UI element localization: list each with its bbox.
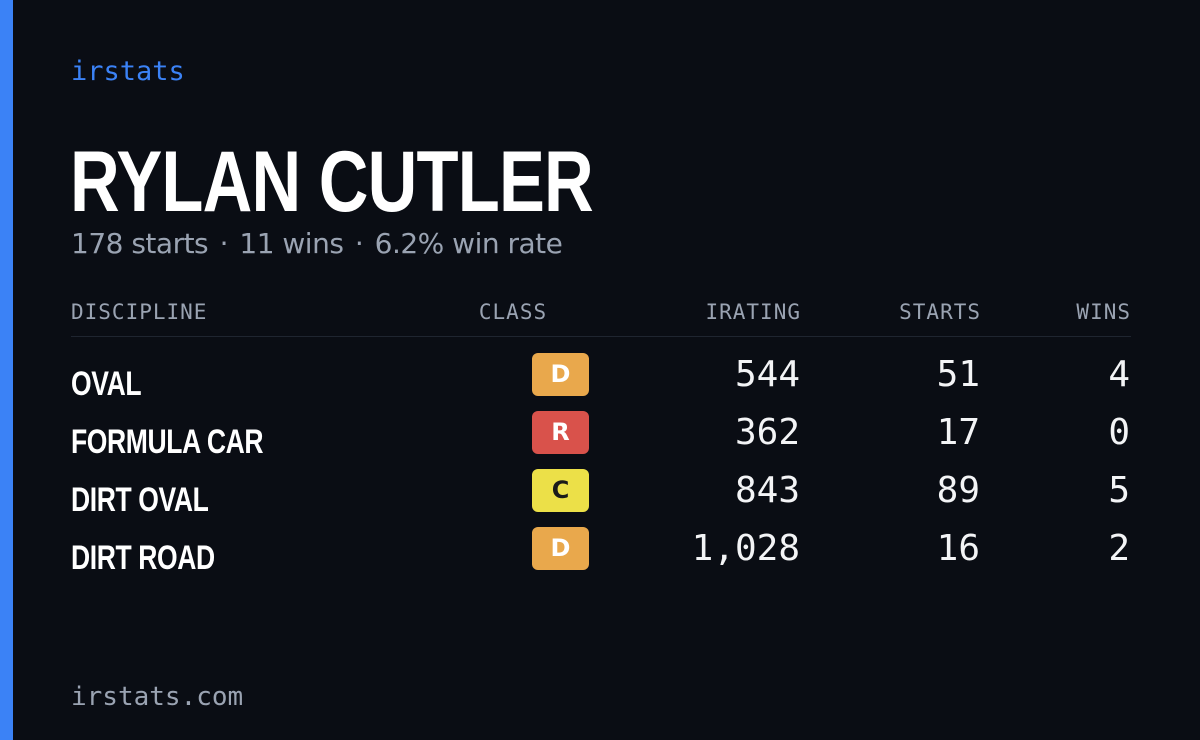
wins-value: 0 [1108, 412, 1130, 453]
discipline-table: DISCIPLINE CLASS IRATING STARTS WINS OVA… [71, 296, 1131, 585]
discipline-name: FORMULA CAR [71, 423, 264, 461]
license-class-badge: D [532, 353, 589, 396]
irating-value: 1,028 [691, 528, 800, 569]
table-row: OVAL D 544 51 4 [71, 353, 1131, 411]
license-class-badge: R [532, 411, 589, 454]
accent-bar [0, 0, 13, 740]
summary-separator: · [354, 227, 364, 260]
irating-value: 544 [734, 354, 800, 395]
starts-value: 89 [936, 470, 980, 511]
header-discipline: DISCIPLINE [71, 300, 208, 324]
brand-logo-text[interactable]: irstats [71, 56, 185, 87]
summary-separator: · [219, 227, 229, 260]
table-header: DISCIPLINE CLASS IRATING STARTS WINS [71, 296, 1131, 337]
license-class-badge: C [532, 469, 589, 512]
win-rate: 6.2% win rate [374, 227, 563, 260]
irating-value: 843 [734, 470, 800, 511]
driver-name: RYLAN CUTLER [70, 134, 594, 230]
table-body: OVAL D 544 51 4 FORMULA CAR R 362 17 0 D… [71, 337, 1131, 585]
starts-value: 16 [936, 528, 980, 569]
license-class-badge: D [532, 527, 589, 570]
table-row: FORMULA CAR R 362 17 0 [71, 411, 1131, 469]
wins-value: 2 [1108, 528, 1130, 569]
wins-value: 5 [1108, 470, 1130, 511]
discipline-name: DIRT OVAL [71, 481, 209, 519]
discipline-name: DIRT ROAD [71, 539, 215, 577]
total-wins: 11 wins [239, 227, 344, 260]
header-class: CLASS [478, 300, 548, 324]
header-starts: STARTS [899, 300, 981, 324]
table-row: DIRT ROAD D 1,028 16 2 [71, 527, 1131, 585]
irating-value: 362 [734, 412, 800, 453]
table-row: DIRT OVAL C 843 89 5 [71, 469, 1131, 527]
wins-value: 4 [1108, 354, 1130, 395]
discipline-name: OVAL [71, 365, 142, 403]
total-starts: 178 starts [71, 227, 209, 260]
starts-value: 17 [936, 412, 980, 453]
driver-summary: 178 starts · 11 wins · 6.2% win rate [71, 227, 563, 260]
footer-url[interactable]: irstats.com [71, 682, 244, 712]
header-wins: WINS [1076, 300, 1131, 324]
starts-value: 51 [936, 354, 980, 395]
header-irating: IRATING [705, 300, 801, 324]
